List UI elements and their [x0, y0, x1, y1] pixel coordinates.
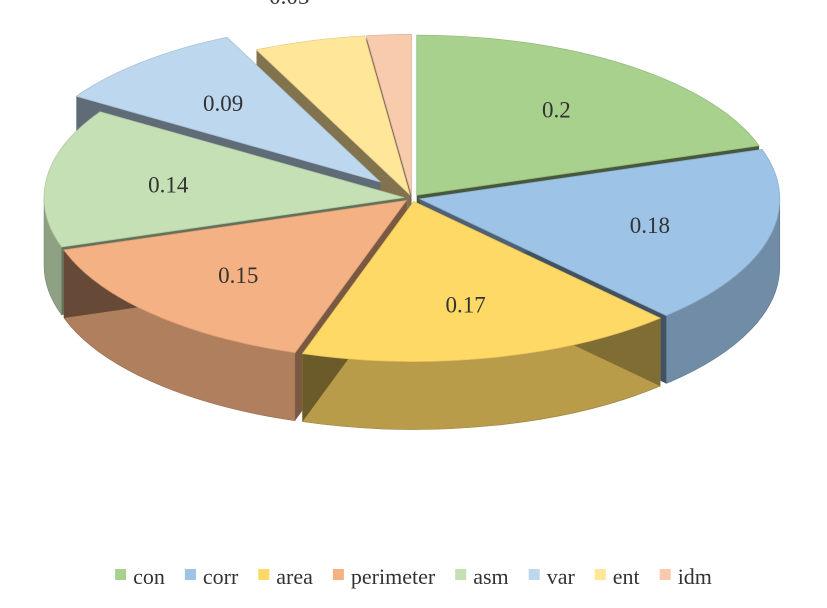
data-labels: 0.2 0.18 0.17 0.15 0.14 0.09 0.05 0.02 — [148, 0, 670, 318]
slice-area — [301, 200, 662, 362]
slice-ent — [255, 35, 411, 196]
pie-slices — [43, 34, 781, 362]
data-label-corr: 0.18 — [630, 213, 670, 238]
legend-label: asm — [473, 564, 508, 589]
data-label-perimeter: 0.15 — [218, 263, 258, 288]
legend-label: ent — [613, 564, 640, 589]
data-label-var: 0.09 — [203, 91, 243, 116]
legend-swatch — [115, 569, 127, 580]
legend-label: con — [133, 564, 165, 589]
legend-item-perimeter: perimeter — [332, 564, 436, 589]
legend-item-idm: idm — [659, 564, 712, 589]
data-label-asm: 0.14 — [148, 172, 189, 197]
legend-item-area: area — [258, 564, 313, 589]
legend-item-ent: ent — [594, 564, 640, 589]
legend-swatch — [659, 569, 671, 580]
legend-item-asm: asm — [455, 564, 509, 589]
legend-label: idm — [678, 564, 712, 589]
legend-item-con: con — [115, 564, 165, 589]
data-label-area: 0.17 — [445, 293, 485, 318]
legend-swatch — [332, 569, 344, 580]
legend-label: var — [547, 564, 576, 589]
legend-label: area — [276, 564, 313, 589]
data-label-idm: 0.02 — [364, 0, 404, 2]
legend-item-var: var — [528, 564, 576, 589]
slice-con — [416, 34, 760, 196]
legend-item-corr: corr — [184, 564, 239, 589]
legend-swatch — [594, 569, 606, 580]
slice-corr — [418, 149, 781, 316]
legend-label: perimeter — [351, 564, 436, 589]
legend-label: corr — [203, 564, 239, 589]
legend-swatch — [258, 569, 270, 580]
legend-swatch — [528, 569, 540, 580]
slice-asm — [43, 111, 405, 248]
data-label-con: 0.2 — [542, 98, 571, 123]
slice-var — [75, 36, 381, 183]
legend: con corr area perimeter asm var ent idm — [115, 564, 712, 589]
data-label-ent: 0.05 — [269, 0, 309, 9]
slice-idm — [365, 34, 412, 195]
legend-swatch — [184, 569, 196, 580]
legend-swatch — [455, 569, 467, 580]
slice-perimeter — [63, 199, 408, 354]
